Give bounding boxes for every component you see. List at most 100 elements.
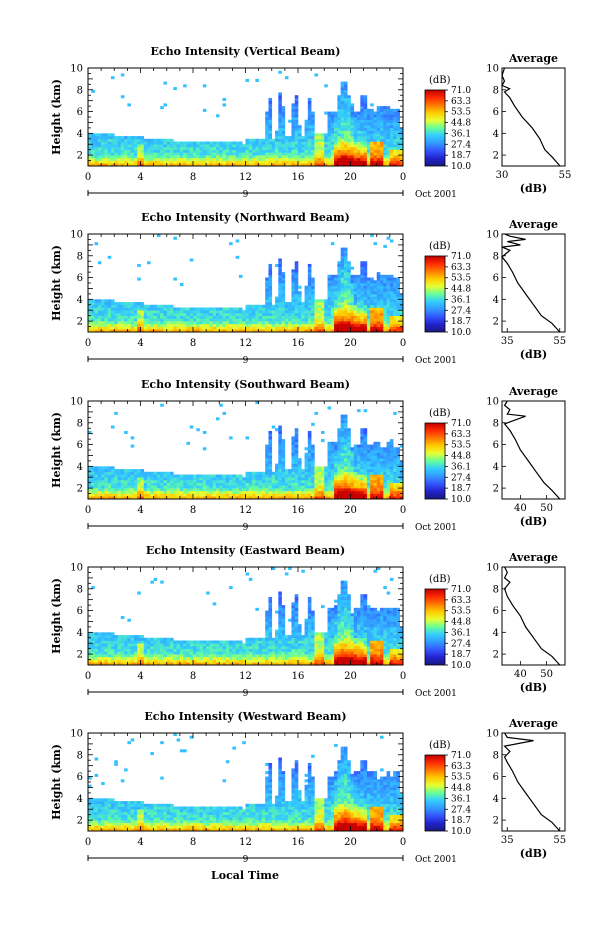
heatmap-cell xyxy=(275,474,279,478)
heatmap-cell xyxy=(189,425,194,429)
heatmap-cell xyxy=(376,146,381,150)
heatmap-cell xyxy=(166,312,171,316)
heatmap-cell xyxy=(130,645,135,649)
heatmap-cell xyxy=(340,117,345,121)
heatmap-cell xyxy=(396,133,401,137)
heatmap-cell xyxy=(334,280,338,284)
heatmap-cell xyxy=(265,496,269,500)
heatmap-cell xyxy=(350,288,355,292)
heatmap-cell xyxy=(357,474,361,478)
heatmap-cell xyxy=(235,488,240,492)
heatmap-cell xyxy=(347,157,351,161)
heatmap-cell xyxy=(186,496,191,500)
heatmap-cell xyxy=(271,318,276,322)
heatmap-cell xyxy=(245,471,250,475)
heatmap-cell xyxy=(107,469,112,473)
heatmap-cell xyxy=(343,117,348,121)
heatmap-cell xyxy=(91,469,95,473)
heatmap-cell xyxy=(88,160,92,164)
heatmap-cell xyxy=(268,474,273,478)
heatmap-cell xyxy=(153,138,158,142)
heatmap-cell xyxy=(124,485,128,489)
heatmap-cell xyxy=(176,141,181,145)
heatmap-cell xyxy=(271,474,276,478)
heatmap-cell xyxy=(340,323,345,327)
heatmap-cell xyxy=(393,450,397,454)
heatmap-cell xyxy=(281,450,286,454)
heatmap-cell xyxy=(389,450,394,454)
heatmap-cell xyxy=(304,477,309,481)
heatmap-cell xyxy=(245,78,250,82)
heatmap-cell xyxy=(88,157,92,161)
heatmap-cell xyxy=(147,315,151,319)
heatmap-cell xyxy=(347,127,351,131)
heatmap-cell xyxy=(347,493,351,497)
heatmap-cell xyxy=(222,307,227,311)
heatmap-cell xyxy=(347,155,351,159)
heatmap-cell xyxy=(110,326,115,330)
heatmap-cell xyxy=(380,157,384,161)
heatmap-cell xyxy=(97,654,102,658)
heatmap-cell xyxy=(143,321,148,325)
heatmap-cell xyxy=(265,138,269,142)
heatmap-cell xyxy=(268,97,273,101)
heatmap-cell xyxy=(258,479,263,483)
heatmap-cell xyxy=(229,152,233,156)
heatmap-cell xyxy=(209,146,213,150)
heatmap-cell xyxy=(389,315,394,319)
heatmap-cell xyxy=(101,160,105,164)
heatmap-cell xyxy=(163,155,168,159)
heatmap-cell xyxy=(179,656,184,660)
heatmap-cell xyxy=(143,645,148,649)
heatmap-cell xyxy=(179,152,184,156)
heatmap-cell xyxy=(176,310,181,314)
heatmap-cell xyxy=(343,106,348,110)
heatmap-cell xyxy=(314,160,318,164)
heatmap-cell xyxy=(278,466,282,470)
heatmap-cell xyxy=(107,144,112,148)
heatmap-cell xyxy=(183,146,187,150)
heatmap-cell xyxy=(370,471,374,475)
heatmap-cell xyxy=(383,490,387,494)
heatmap-cell xyxy=(268,318,273,322)
heatmap-cell xyxy=(278,127,282,131)
heatmap-cell xyxy=(252,152,256,156)
heatmap-cell xyxy=(396,466,401,470)
heatmap-cell xyxy=(334,163,338,167)
heatmap-cell xyxy=(107,163,112,167)
heatmap-cell xyxy=(340,288,345,292)
heatmap-cell xyxy=(166,157,171,161)
heatmap-cell xyxy=(94,318,99,322)
heatmap-cell xyxy=(337,103,341,107)
heatmap-cell xyxy=(353,493,358,497)
heatmap-cell xyxy=(294,318,299,322)
heatmap-cell xyxy=(396,149,401,153)
heatmap-cell xyxy=(97,662,102,666)
heatmap-cell xyxy=(337,466,341,470)
heatmap-cell xyxy=(176,160,181,164)
heatmap-cell xyxy=(360,285,364,289)
heatmap-cell xyxy=(183,163,187,167)
heatmap-cell xyxy=(189,490,194,494)
heatmap-cell xyxy=(114,155,118,159)
heatmap-cell xyxy=(275,263,279,267)
heatmap-cell xyxy=(255,141,259,145)
heatmap-cell xyxy=(291,114,296,118)
heatmap-cell xyxy=(383,312,387,316)
heatmap-cell xyxy=(386,288,391,292)
heatmap-cell xyxy=(202,315,207,319)
heatmap-cell xyxy=(163,304,168,308)
heatmap-cell xyxy=(281,136,286,140)
heatmap-cell xyxy=(255,304,259,308)
heatmap-cell xyxy=(153,312,158,316)
heatmap-cell xyxy=(363,485,368,489)
heatmap-cell xyxy=(311,458,315,462)
heatmap-cell xyxy=(357,299,361,303)
heatmap-cell xyxy=(104,315,108,319)
heatmap-cell xyxy=(370,138,374,142)
heatmap-cell xyxy=(143,474,148,478)
heatmap-cell xyxy=(288,326,292,330)
heatmap-cell xyxy=(160,651,164,655)
heatmap-cell xyxy=(110,304,115,308)
heatmap-cell xyxy=(209,323,213,327)
